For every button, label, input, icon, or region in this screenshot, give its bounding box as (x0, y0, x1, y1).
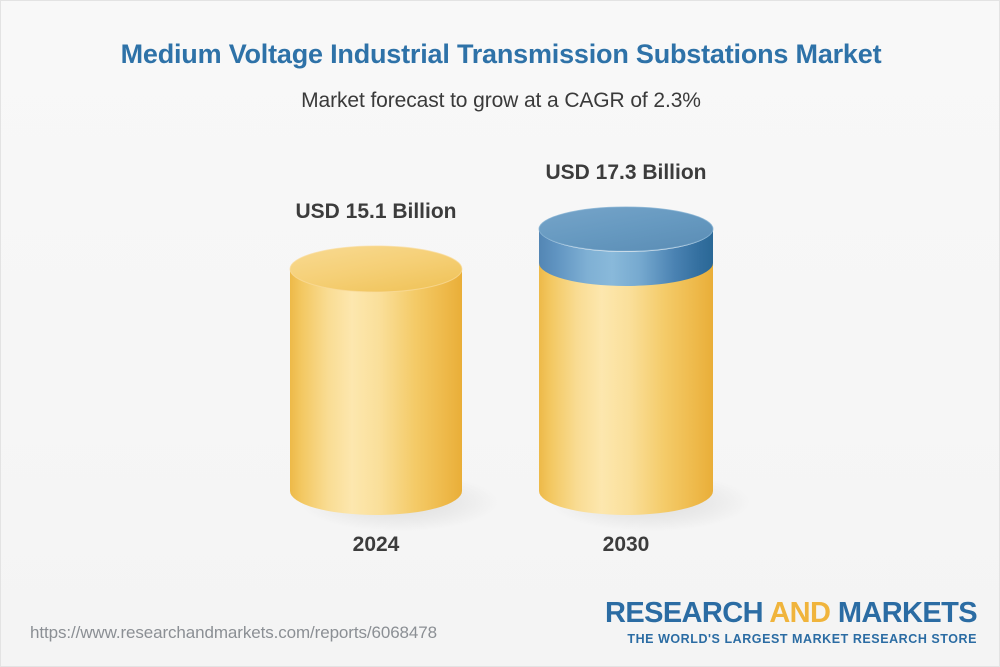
chart-subtitle: Market forecast to grow at a CAGR of 2.3… (301, 89, 701, 112)
category-label-2030: 2030 (602, 533, 650, 556)
bar-cylinder-2024 (289, 245, 463, 515)
value-label-2030: USD 17.3 Billion (545, 161, 707, 184)
logo-tagline: THE WORLD'S LARGEST MARKET RESEARCH STOR… (627, 632, 977, 646)
bar-cylinder-2030 (538, 206, 714, 515)
report-url[interactable]: https://www.researchandmarkets.com/repor… (30, 623, 437, 642)
page-title: Medium Voltage Industrial Transmission S… (120, 39, 882, 69)
logo-word-research: RESEARCH (604, 597, 770, 629)
logo-word-and: AND (769, 597, 838, 629)
category-label-2024: 2024 (352, 533, 400, 556)
value-label-2024: USD 15.1 Billion (295, 200, 457, 223)
research-and-markets-logo[interactable]: RESEARCH AND MARKETS THE WORLD'S LARGEST… (604, 597, 978, 646)
logo-wordmark: RESEARCH AND MARKETS (604, 597, 978, 629)
logo-word-markets: MARKETS (837, 597, 978, 629)
